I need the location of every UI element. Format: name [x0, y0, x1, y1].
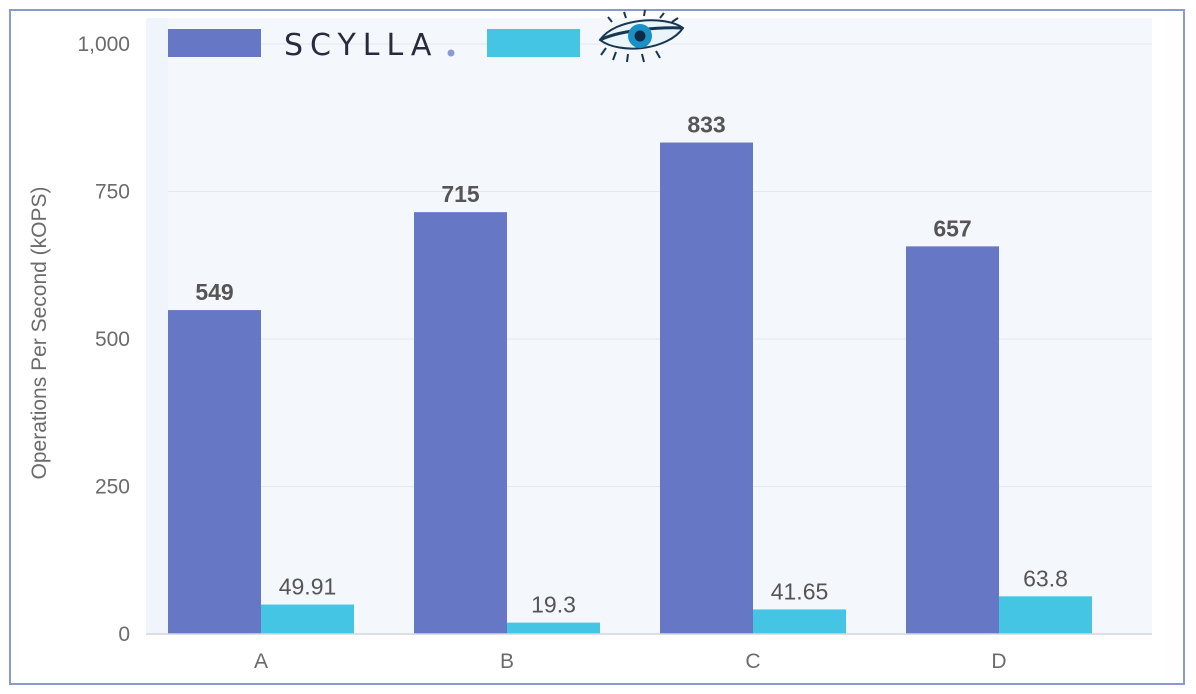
x-tick-label: D — [991, 650, 1006, 673]
data-label: 715 — [441, 181, 480, 207]
data-label: 63.8 — [1023, 565, 1068, 591]
y-tick-label: 750 — [95, 181, 130, 204]
plot-area-left-band — [146, 18, 168, 634]
y-axis-title: Operations Per Second (kOPS) — [28, 187, 51, 480]
plot-area-background — [146, 18, 1152, 634]
bar-series-1 — [168, 310, 261, 634]
x-tick-label: A — [254, 650, 268, 673]
bar-series-2 — [753, 609, 846, 634]
legend: SCYLLA — [168, 9, 685, 63]
y-tick-label: 500 — [95, 328, 130, 351]
y-tick-label: 250 — [95, 476, 130, 499]
legend-label-scylla: SCYLLA — [284, 28, 438, 63]
y-tick-label: 1,000 — [77, 33, 130, 56]
x-tick-label: C — [745, 650, 760, 673]
data-label: 41.65 — [771, 578, 829, 604]
x-tick-label: B — [500, 650, 514, 673]
data-label: 657 — [933, 215, 971, 241]
data-label: 549 — [195, 279, 233, 305]
cassandra-eye-logo-icon — [598, 9, 685, 63]
y-tick-label: 0 — [118, 623, 130, 646]
scylla-logo-dot-icon — [447, 49, 455, 57]
bar-series-1 — [660, 142, 753, 634]
bar-series-1 — [906, 246, 999, 634]
bar-series-1 — [414, 212, 507, 634]
bar-series-2 — [999, 596, 1092, 634]
legend-swatch-second-series — [487, 29, 580, 57]
data-label: 833 — [687, 112, 725, 138]
data-label: 49.91 — [279, 574, 337, 600]
data-label: 19.3 — [531, 592, 576, 618]
bar-series-2 — [507, 622, 600, 634]
bar-series-2 — [261, 604, 354, 634]
legend-swatch-scylla — [168, 29, 261, 57]
